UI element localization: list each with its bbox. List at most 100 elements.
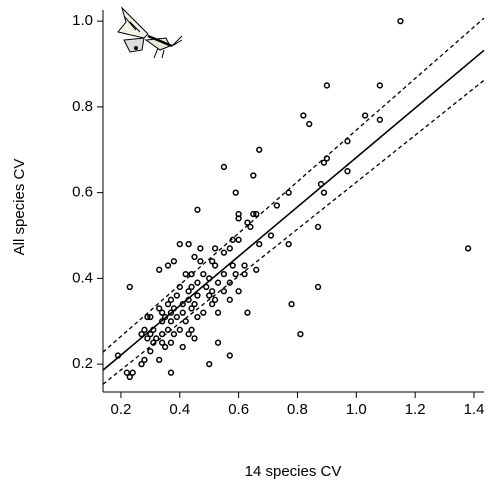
y-axis-title: All species CV [11,159,28,256]
point [153,335,160,342]
point [464,245,472,252]
point [314,223,322,231]
point [123,369,130,376]
point [376,82,384,89]
point [323,155,331,162]
point [194,279,201,286]
point [164,262,172,269]
x-tick-label: 1.4 [464,401,485,418]
point [247,223,254,231]
point [232,189,239,196]
point [209,300,216,308]
point [170,258,178,265]
point [220,270,228,278]
point [141,326,148,333]
point [188,283,195,291]
point [164,326,172,333]
point [156,356,163,363]
point [158,318,166,325]
point [161,343,169,351]
x-tick-label: 1.0 [346,401,367,418]
point [158,309,166,316]
y-tick-label: 0.8 [72,98,93,115]
point [200,270,207,278]
point [314,283,322,291]
point [226,245,233,252]
point [150,326,157,333]
point [297,330,304,338]
point [226,352,233,359]
point [167,369,175,376]
point [320,159,328,166]
point [170,305,178,312]
point [147,348,154,355]
point [191,300,198,308]
y-tick-label: 0.4 [72,269,93,286]
point [161,313,169,321]
point [211,262,219,269]
point [214,339,222,346]
y-tick-label: 0.6 [72,184,93,201]
point [220,163,228,171]
point [173,292,180,299]
point [158,330,166,338]
point [185,296,192,303]
point [164,300,172,308]
point [144,313,151,321]
point [194,206,201,213]
point [214,309,222,316]
point [209,258,216,265]
point [176,240,183,248]
point [156,305,163,312]
point [144,335,151,342]
point [176,283,183,291]
point [179,300,186,308]
point [288,300,295,308]
point [129,369,136,376]
point [200,309,207,316]
point [185,240,192,248]
point [285,240,292,248]
point [253,266,260,273]
point [150,339,157,346]
point [317,180,325,188]
point [156,266,163,273]
x-tick-label: 0.2 [111,401,132,418]
y-tick-label: 1.0 [72,12,93,29]
upper-band [102,17,485,353]
point [206,275,213,282]
point [197,245,204,252]
point [361,112,369,119]
point [188,326,195,333]
point [397,17,404,25]
point [226,279,233,286]
point [250,210,257,218]
point [194,292,201,299]
point [147,313,154,321]
point [232,270,239,278]
point [376,116,384,123]
point [229,262,236,269]
point [344,168,351,175]
point [256,146,263,153]
point [241,270,248,278]
point [323,82,331,89]
point [167,339,175,346]
point [235,215,242,222]
point [214,279,222,286]
x-axis-title: 14 species CV [245,463,342,480]
point [220,249,228,256]
point [344,138,351,145]
point [320,189,328,196]
point [273,202,281,209]
point [126,373,133,381]
point [197,258,204,265]
point [185,330,192,338]
point [244,219,251,226]
point [158,339,166,346]
y-tick-label: 0.2 [72,355,93,372]
point [185,288,192,295]
point [179,309,186,316]
butterfly-icon [117,6,183,59]
